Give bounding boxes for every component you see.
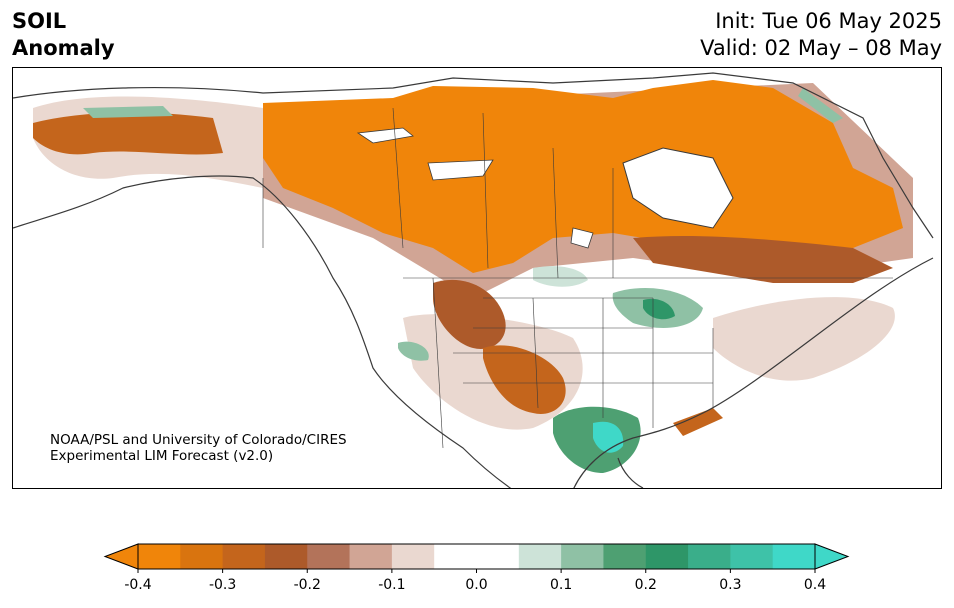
colorbar-segment bbox=[561, 544, 604, 569]
coastlines-and-borders bbox=[13, 72, 934, 488]
colorbar-segment bbox=[645, 544, 689, 569]
colorbar-segment bbox=[476, 544, 520, 569]
valid-range: Valid: 02 May – 08 May bbox=[700, 36, 942, 60]
credit-note: NOAA/PSL and University of Colorado/CIRE… bbox=[50, 432, 347, 464]
credit-line-2: Experimental LIM Forecast (v2.0) bbox=[50, 448, 274, 464]
colorbar-tick-label: 0.4 bbox=[803, 577, 827, 593]
map-panel: NOAA/PSL and University of Colorado/CIRE… bbox=[12, 67, 942, 489]
map-title: SOIL Anomaly bbox=[12, 8, 115, 62]
colorbar-tick-label: 0.1 bbox=[549, 577, 573, 593]
colorbar-segment bbox=[138, 544, 181, 569]
colorbar-over-arrow bbox=[814, 543, 850, 570]
colorbar-segment bbox=[518, 544, 562, 569]
forecast-dates: Init: Tue 06 May 2025 Valid: 02 May – 08… bbox=[700, 8, 942, 62]
colorbar-segment bbox=[307, 544, 351, 569]
colorbar-segment bbox=[180, 544, 224, 569]
colorbar-tick-label: -0.2 bbox=[293, 577, 321, 593]
colorbar-segment bbox=[264, 544, 308, 569]
colorbar-tick-label: 0.2 bbox=[634, 577, 657, 593]
colorbar-segment bbox=[434, 544, 477, 569]
colorbar-segment bbox=[222, 544, 266, 569]
init-date: Init: Tue 06 May 2025 bbox=[715, 9, 942, 33]
colorbar-segment bbox=[688, 544, 731, 569]
credit-line-1: NOAA/PSL and University of Colorado/CIRE… bbox=[50, 432, 347, 448]
colorbar-tick-label: -0.4 bbox=[124, 577, 152, 593]
anomaly-field-wet bbox=[83, 88, 843, 473]
colorbar-segment bbox=[603, 544, 647, 569]
lakes-and-bays bbox=[356, 127, 734, 249]
colorbar-tick-label: -0.1 bbox=[378, 577, 406, 593]
colorbar-tick-label: -0.3 bbox=[208, 577, 237, 593]
colorbar-segment bbox=[349, 544, 393, 569]
colorbar-tick-label: 0.3 bbox=[719, 577, 742, 593]
colorbar-segment bbox=[391, 544, 435, 569]
title-line-2: Anomaly bbox=[12, 36, 115, 60]
colorbar-under-arrow bbox=[103, 543, 139, 570]
colorbar-segment bbox=[730, 544, 774, 569]
title-line-1: SOIL bbox=[12, 9, 67, 33]
state-province-lines bbox=[262, 107, 893, 449]
colorbar-tick-label: 0.0 bbox=[465, 577, 488, 593]
colorbar-segment bbox=[772, 544, 816, 569]
anomaly-map bbox=[13, 72, 934, 488]
anomaly-field-dry bbox=[33, 80, 903, 436]
